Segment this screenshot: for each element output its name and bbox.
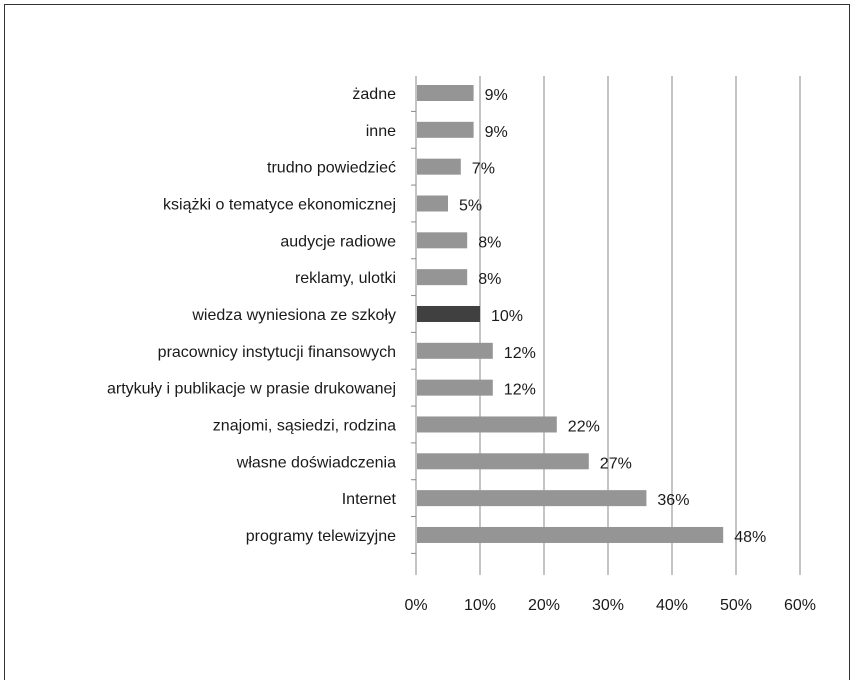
chart-frame [4,4,850,680]
bars [417,85,724,543]
data-label-9: 22% [568,418,600,435]
category-label-5: reklamy, ulotki [295,270,396,287]
category-label-0: żadne [352,86,396,103]
category-label-12: programy telewizyjne [246,528,396,545]
data-label-12: 48% [734,529,766,546]
bar-5 [417,269,468,286]
category-label-3: książki o tematyce ekonomicznej [163,196,396,213]
data-label-0: 9% [485,87,508,104]
data-labels: 9% 9% 7% 5% 8% 8% 10% 12% 12% 22% 27% 36% 48% [459,87,766,546]
category-label-8: artykuły i publikacje w prasie drukowane… [107,381,396,398]
category-label-4: audycje radiowe [280,233,396,250]
data-label-3: 5% [459,197,482,214]
category-label-9: znajomi, sąsiedzi, rodzina [213,417,396,434]
data-label-8: 12% [504,382,536,399]
data-label-11: 36% [657,492,689,509]
bar-11 [417,490,647,507]
category-label-1: inne [366,123,396,140]
x-tick-label-20: 20% [528,597,560,614]
bar-6 [417,305,480,322]
bar-12 [417,526,724,543]
bar-9 [417,416,557,433]
category-label-7: pracownicy instytucji finansowych [158,344,396,361]
category-label-10: własne doświadczenia [236,454,396,471]
category-label-2: trudno powiedzieć [267,160,396,177]
x-tick-label-0: 0% [404,597,427,614]
bar-1 [417,121,474,138]
gridlines [411,76,801,575]
data-label-7: 12% [504,345,536,362]
bar-0 [417,85,474,101]
category-label-6: wiedza wyniesiona ze szkoły [191,307,396,324]
category-labels: żadne inne trudno powiedzieć książki o tema… [107,86,397,545]
data-label-6: 10% [491,308,523,325]
data-label-4: 8% [478,234,501,251]
data-label-1: 9% [485,124,508,141]
bar-3 [417,195,448,212]
x-tick-label-30: 30% [592,597,624,614]
data-label-10: 27% [600,455,632,472]
x-tick-label-10: 10% [464,597,496,614]
x-tick-label-50: 50% [720,597,752,614]
bar-8 [417,379,493,396]
data-label-5: 8% [478,271,501,288]
x-axis-tick-labels: 0% 10% 20% 30% 40% 50% 60% [404,597,816,614]
bar-7 [417,342,493,359]
bar-2 [417,158,461,175]
data-label-2: 7% [472,161,495,178]
category-label-11: Internet [342,491,397,508]
x-tick-label-40: 40% [656,597,688,614]
x-tick-label-60: 60% [784,597,816,614]
bar-10 [417,453,589,470]
bar-4 [417,232,468,249]
